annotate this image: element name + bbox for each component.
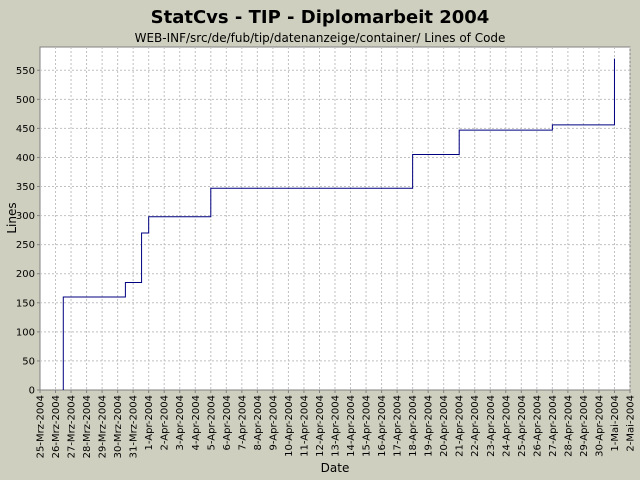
y-tick-label: 150 bbox=[16, 298, 35, 309]
x-tick-label: 11-Apr-2004 bbox=[299, 395, 310, 457]
x-tick-label: 9-Apr-2004 bbox=[268, 395, 279, 450]
y-tick-label: 300 bbox=[16, 211, 35, 222]
y-tick-label: 350 bbox=[16, 182, 35, 193]
y-tick-label: 0 bbox=[29, 386, 35, 397]
y-tick-label: 200 bbox=[16, 269, 35, 280]
x-tick-label: 28-Mrz-2004 bbox=[82, 395, 93, 458]
y-tick-label: 450 bbox=[16, 124, 35, 135]
x-tick-label: 29-Apr-2004 bbox=[579, 395, 590, 457]
chart-subtitle: WEB-INF/src/de/fub/tip/datenanzeige/cont… bbox=[135, 31, 506, 45]
x-tick-label: 27-Mrz-2004 bbox=[67, 395, 78, 458]
y-axis-label: Lines bbox=[5, 202, 19, 233]
x-tick-label: 15-Apr-2004 bbox=[362, 395, 373, 457]
x-tick-label: 27-Apr-2004 bbox=[548, 395, 559, 457]
x-tick-label: 2-Mai-2004 bbox=[626, 395, 637, 452]
x-tick-label: 23-Apr-2004 bbox=[486, 395, 497, 457]
x-tick-label: 21-Apr-2004 bbox=[455, 395, 466, 457]
x-tick-label: 14-Apr-2004 bbox=[346, 395, 357, 457]
x-tick-label: 17-Apr-2004 bbox=[393, 395, 404, 457]
x-tick-label: 25-Mrz-2004 bbox=[36, 395, 47, 458]
chart-title: StatCvs - TIP - Diplomarbeit 2004 bbox=[151, 7, 490, 28]
x-tick-label: 24-Apr-2004 bbox=[501, 395, 512, 457]
y-axis-ticks: 0 50 100 150 200 250 300 350 400 450 500 550 bbox=[16, 66, 40, 397]
x-axis-ticks: 25-Mrz-2004 26-Mrz-2004 27-Mrz-2004 28-Mrz-… bbox=[36, 390, 637, 458]
y-tick-label: 250 bbox=[16, 240, 35, 251]
grid-lines bbox=[40, 47, 631, 390]
x-tick-label: 20-Apr-2004 bbox=[439, 395, 450, 457]
x-tick-label: 30-Mrz-2004 bbox=[113, 395, 124, 458]
x-tick-label: 26-Apr-2004 bbox=[532, 395, 543, 457]
x-axis-label: Date bbox=[321, 461, 350, 475]
series-line-lines-of-code bbox=[62, 58, 615, 390]
x-tick-label: 22-Apr-2004 bbox=[470, 395, 481, 457]
x-tick-label: 13-Apr-2004 bbox=[331, 395, 342, 457]
x-tick-label: 29-Mrz-2004 bbox=[98, 395, 109, 458]
x-tick-label: 10-Apr-2004 bbox=[284, 395, 295, 457]
y-tick-label: 400 bbox=[16, 153, 35, 164]
x-tick-label: 28-Apr-2004 bbox=[563, 395, 574, 457]
x-tick-label: 19-Apr-2004 bbox=[424, 395, 435, 457]
x-tick-label: 4-Apr-2004 bbox=[191, 395, 202, 450]
x-tick-label: 26-Mrz-2004 bbox=[51, 395, 62, 458]
x-tick-label: 16-Apr-2004 bbox=[377, 395, 388, 457]
x-tick-label: 7-Apr-2004 bbox=[237, 395, 248, 450]
x-tick-label: 3-Apr-2004 bbox=[175, 395, 186, 450]
y-tick-label: 50 bbox=[22, 356, 35, 367]
x-tick-label: 1-Apr-2004 bbox=[144, 395, 155, 450]
y-tick-label: 550 bbox=[16, 66, 35, 77]
x-tick-label: 25-Apr-2004 bbox=[517, 395, 528, 457]
x-tick-label: 6-Apr-2004 bbox=[222, 395, 233, 450]
x-tick-label: 18-Apr-2004 bbox=[408, 395, 419, 457]
y-tick-label: 500 bbox=[16, 95, 35, 106]
plot-area bbox=[39, 46, 631, 391]
y-tick-label: 100 bbox=[16, 327, 35, 338]
x-tick-label: 31-Mrz-2004 bbox=[129, 395, 140, 458]
x-tick-label: 30-Apr-2004 bbox=[594, 395, 605, 457]
x-tick-label: 5-Apr-2004 bbox=[206, 395, 217, 450]
x-tick-label: 2-Apr-2004 bbox=[160, 395, 171, 450]
x-tick-label: 12-Apr-2004 bbox=[315, 395, 326, 457]
x-tick-label: 8-Apr-2004 bbox=[253, 395, 264, 450]
x-tick-label: 1-Mai-2004 bbox=[610, 395, 621, 452]
